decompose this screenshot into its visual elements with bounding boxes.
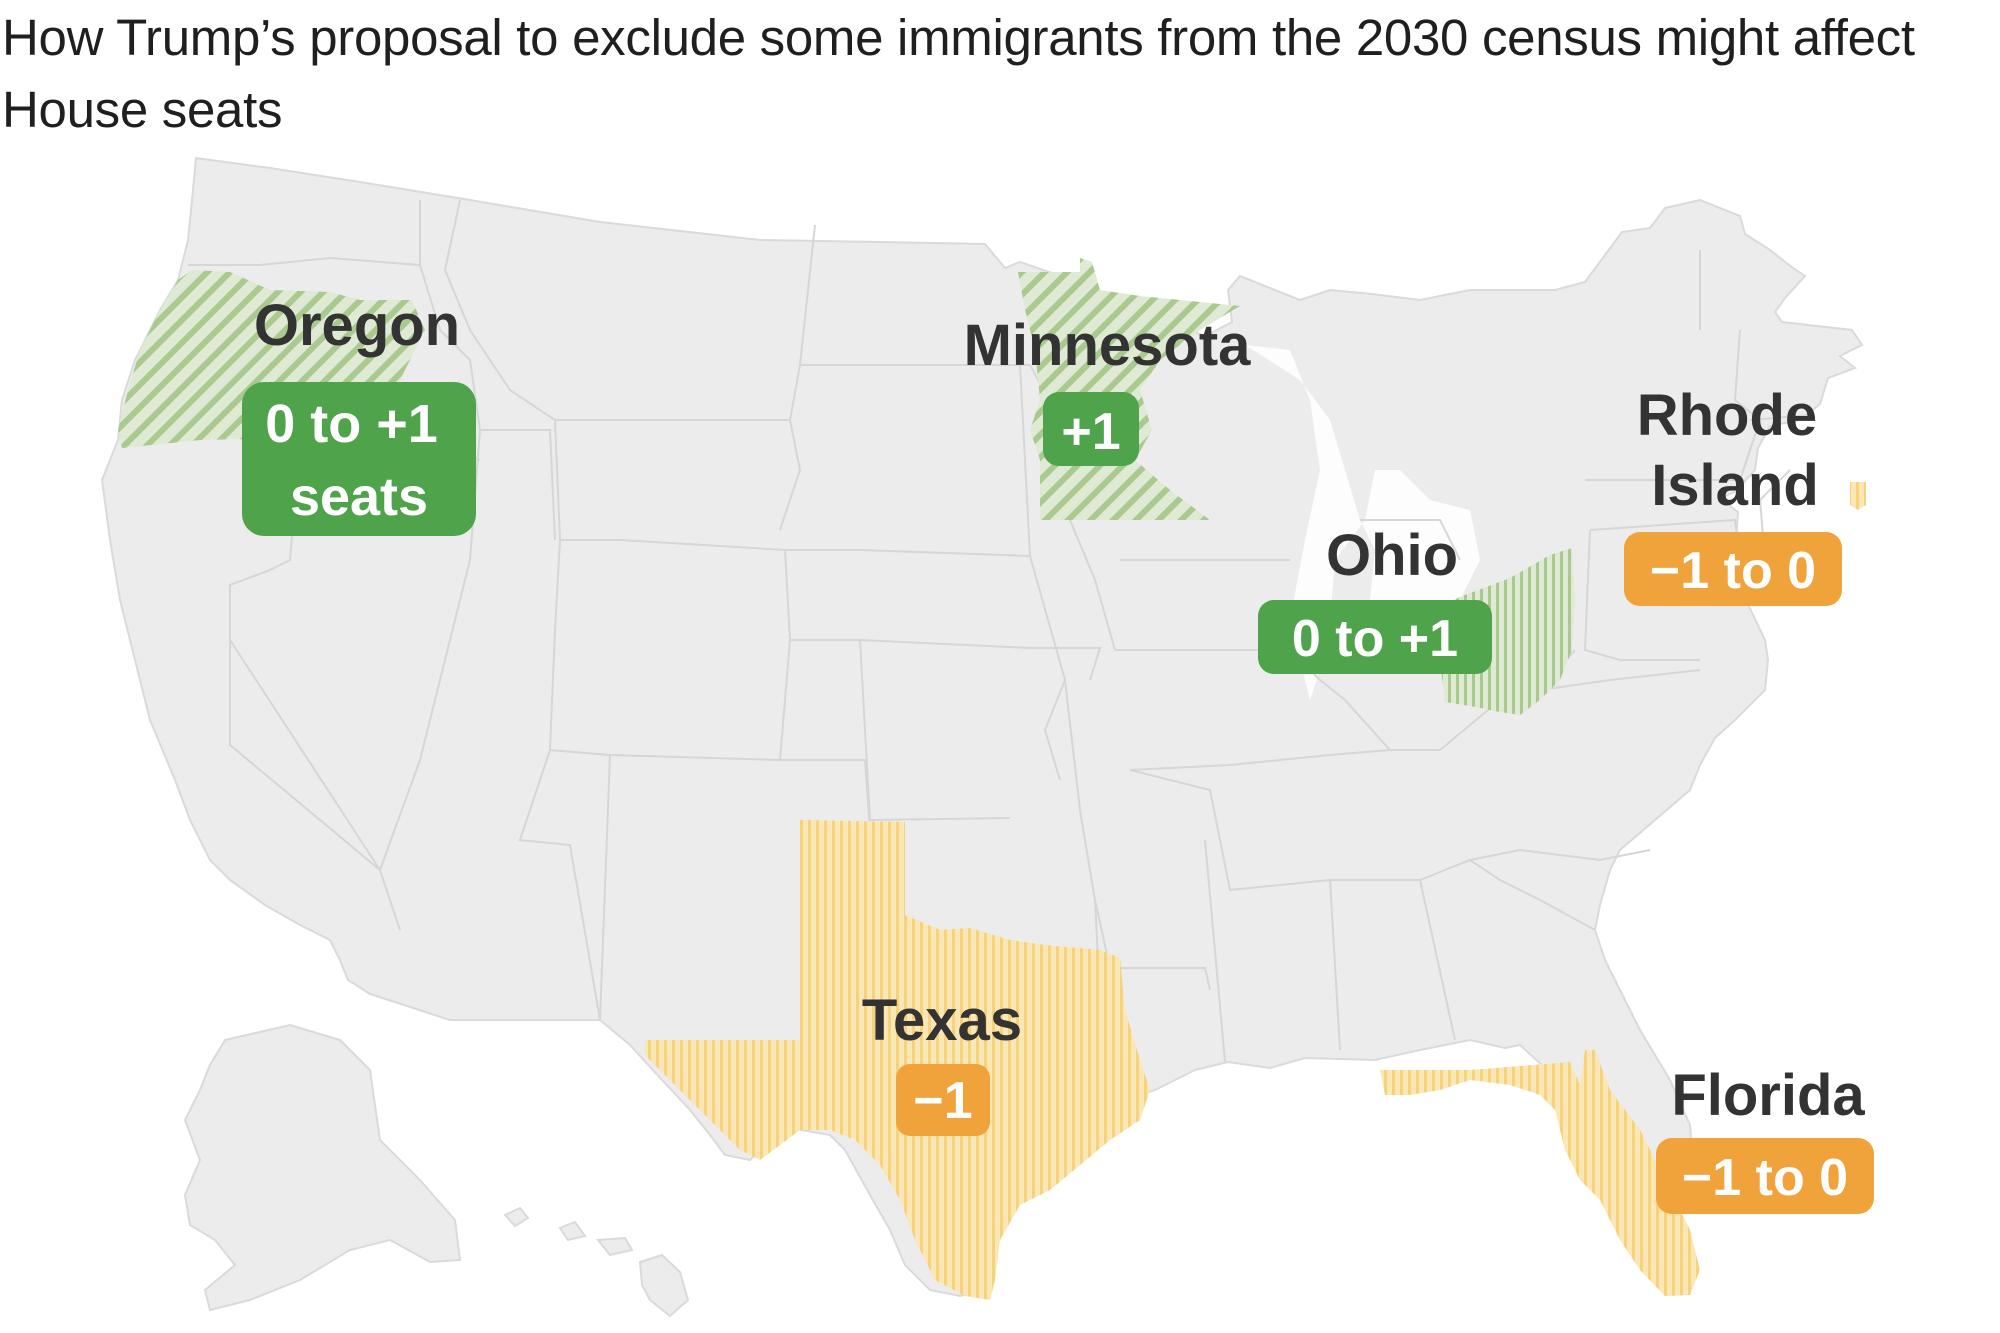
texas-shape xyxy=(645,820,1150,1300)
change-pill-ohio xyxy=(1258,600,1492,674)
florida-shape xyxy=(1380,1050,1700,1296)
change-value-ohio: 0 to +1 xyxy=(1292,610,1458,668)
change-pill-minnesota xyxy=(1043,392,1139,466)
map-title: How Trump’s proposal to exclude some imm… xyxy=(2,9,1915,138)
label-minnesota: Minnesota +1 xyxy=(964,313,1252,466)
change-value-florida: −1 to 0 xyxy=(1682,1149,1848,1207)
change-pill-oregon xyxy=(242,382,476,536)
state-name-ohio: Ohio xyxy=(1326,523,1458,588)
change-value-minnesota: +1 xyxy=(1061,403,1120,461)
state-name-texas: Texas xyxy=(862,988,1022,1053)
label-ohio: Ohio 0 to +1 xyxy=(1258,523,1492,674)
state-name-rhode-island: Rhode Island xyxy=(1637,383,1834,518)
rhode-island-shape xyxy=(1850,482,1866,510)
label-rhode-island: Rhode Island −1 to 0 xyxy=(1624,383,1842,606)
change-value-texas: −1 xyxy=(913,1072,972,1130)
change-value-rhode-island: −1 to 0 xyxy=(1650,542,1816,600)
hawaii-islands xyxy=(503,1206,690,1318)
alaska-land xyxy=(183,1023,462,1312)
change-value-oregon: 0 to +1 seats xyxy=(265,394,453,527)
label-texas: Texas −1 xyxy=(862,988,1022,1136)
change-pill-florida xyxy=(1656,1138,1874,1214)
state-name-oregon: Oregon xyxy=(254,293,460,358)
change-pill-rhode-island xyxy=(1624,532,1842,606)
state-name-minnesota: Minnesota xyxy=(964,313,1252,378)
label-oregon: Oregon 0 to +1 seats xyxy=(242,293,476,536)
change-pill-texas xyxy=(896,1064,990,1136)
state-name-florida: Florida xyxy=(1671,1063,1865,1128)
label-florida: Florida −1 to 0 xyxy=(1656,1063,1874,1214)
